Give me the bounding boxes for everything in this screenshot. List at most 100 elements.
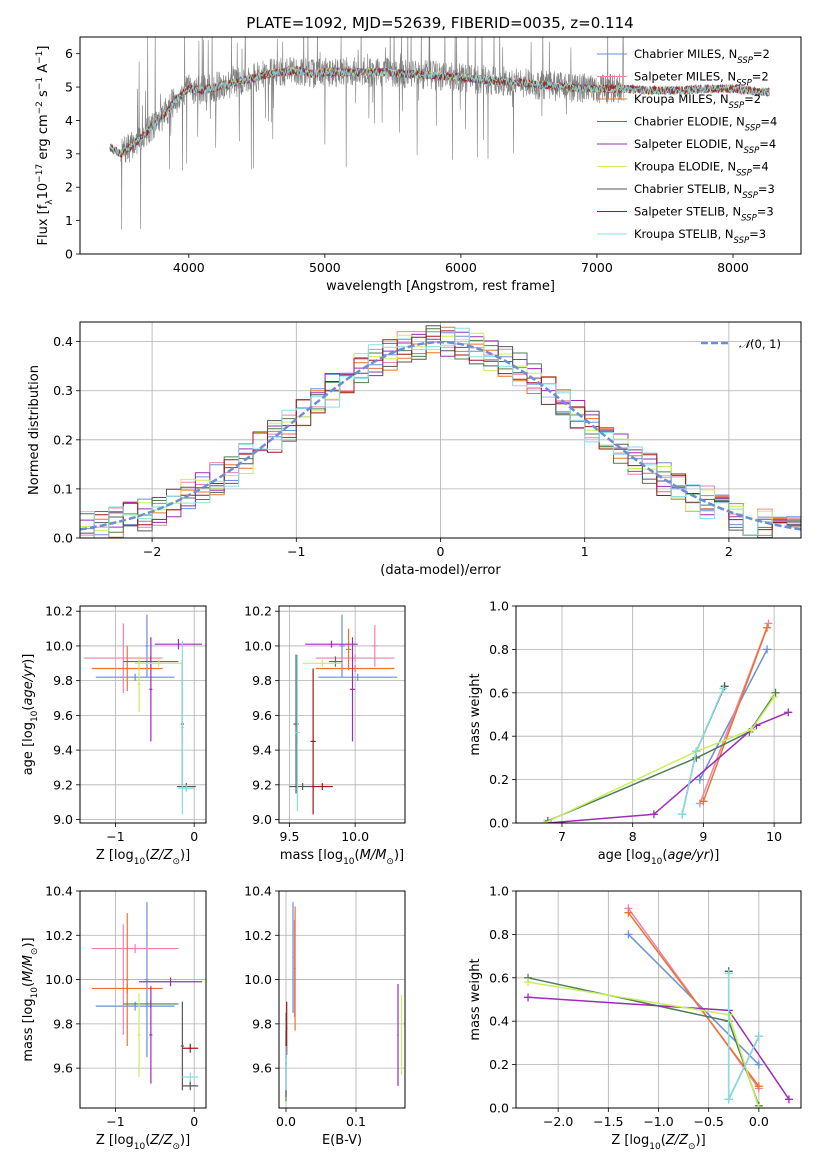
label-part: )]	[180, 848, 190, 863]
label-part: 10	[30, 987, 40, 999]
x-axis-label: Z [log10(Z/Z⊙)]	[96, 1133, 190, 1152]
y-tick-label: 0.0	[489, 1101, 509, 1116]
label-part: mass [log	[280, 848, 343, 863]
weight-point-marker	[747, 725, 756, 734]
y-tick-label: 10.0	[45, 638, 73, 653]
panel-residuals: −2 −1 0 1 2 0.0 0.1 0.2 0.3 0.4 (data-model)/error…	[27, 321, 802, 578]
weight-point-marker	[524, 978, 533, 987]
legend-text: =3	[757, 205, 774, 219]
legend-text: Kroupa STELIB, N	[634, 227, 734, 241]
label-part: (	[661, 1133, 666, 1148]
x-axis-label: age [log10(age/yr)]	[598, 848, 720, 867]
weight-point-marker	[699, 797, 708, 806]
y-tick-label: 0.6	[489, 685, 509, 700]
weight-point-marker	[754, 1104, 763, 1108]
y-tick-label: 10.0	[244, 638, 272, 653]
axes-frame	[79, 605, 207, 824]
legend-entry: Chabrier STELIB, NSSP=3	[634, 182, 775, 201]
label-part: ⊙	[386, 857, 394, 867]
histogram-step	[80, 327, 801, 538]
x-tick-label: 1	[581, 544, 589, 559]
y-tick-label: 10.2	[244, 604, 272, 619]
y-tick-label: 9.6	[252, 708, 272, 723]
panel-mass-vs-EBV: 0.0 0.1 9.6 9.8 10.0 10.2 10.4 E(B-V)	[244, 884, 406, 1148]
label-part: ⊙	[172, 1142, 180, 1152]
label-part: age/yr	[667, 848, 710, 863]
weight-point-marker	[763, 645, 772, 654]
plot-area	[540, 619, 793, 823]
y-tick-label: 9.6	[53, 708, 73, 723]
weight-point-marker	[784, 1095, 793, 1104]
label-part: (	[21, 982, 36, 987]
label-part: Z [log	[611, 1133, 649, 1148]
y-tick-label: 0.4	[53, 334, 73, 349]
gaussian-curve	[80, 340, 801, 531]
label-part: mass weight	[468, 673, 483, 755]
weight-point-marker	[543, 819, 552, 823]
y-tick-label: 1	[65, 213, 73, 228]
label-part: 10	[651, 857, 663, 867]
y-tick-label: 9.8	[252, 673, 272, 688]
y-tick-label: 0.2	[53, 432, 73, 447]
legend-entry: Kroupa STELIB, NSSP=3	[634, 227, 766, 246]
legend-entry: Kroupa MILES, NSSP=2	[634, 92, 761, 111]
label-part: )]	[180, 1133, 190, 1148]
panel-weight-vs-Z: −2.0 −1.5 −1.0 −0.5 0.0 0.0 0.2 0.4 0.6 0.8 1.0 Z […	[468, 884, 802, 1152]
y-tick-label: 9.4	[53, 743, 73, 758]
legend-sub: SSP	[737, 56, 753, 66]
label-part: mass weight	[468, 958, 483, 1040]
x-tick-label: 0	[190, 829, 198, 844]
y-tick-label: 0.3	[53, 383, 73, 398]
label-part: −17	[35, 164, 45, 183]
legend-entry: Chabrier MILES, NSSP=2	[634, 47, 770, 66]
x-tick-label: 7	[558, 829, 566, 844]
label-part: Z [log	[96, 1133, 134, 1148]
plot-area	[91, 902, 203, 1091]
legend-entry: Salpeter ELODIE, NSSP=4	[634, 137, 776, 156]
label-part: M/M	[360, 848, 387, 863]
axes-frame	[79, 36, 802, 255]
y-tick-label: 9.2	[252, 777, 272, 792]
label-part: Z/Z	[149, 1133, 173, 1148]
legend-sub: SSP	[734, 236, 750, 246]
label-part: wavelength [Angstrom, rest frame]	[326, 279, 555, 294]
x-tick-label: −1	[106, 829, 124, 844]
y-axis-label: Flux [fλ10−17 erg cm−2 s−1 A−1]	[35, 46, 55, 246]
y-tick-label: 3	[65, 146, 73, 161]
y-tick-label: 9.6	[53, 1061, 73, 1076]
legend-entry: Kroupa ELODIE, NSSP=4	[634, 160, 769, 179]
label-part: (	[21, 706, 36, 711]
label-part: ⊙	[30, 948, 40, 956]
x-tick-label: −1.5	[593, 1114, 623, 1129]
y-tick-label: 9.8	[53, 673, 73, 688]
label-part: M/M	[21, 955, 36, 982]
label-part: 10	[649, 1142, 661, 1152]
label-part: −1	[35, 51, 45, 64]
plot-area	[285, 902, 403, 1102]
x-tick-label: 9.5	[280, 829, 300, 844]
figure-title: PLATE=1092, MJD=52639, FIBERID=0035, z=0…	[246, 14, 633, 32]
x-tick-label: −2	[143, 544, 161, 559]
y-tick-label: 2	[65, 180, 73, 195]
legend-sub: SSP	[744, 146, 760, 156]
plot-area	[109, 37, 770, 230]
label-part: (	[145, 848, 150, 863]
x-tick-label: 6000	[445, 260, 477, 275]
plot-area	[524, 904, 793, 1108]
y-tick-label: 9.0	[252, 812, 272, 827]
axes-frame	[515, 605, 802, 824]
label-part: (	[355, 848, 360, 863]
x-tick-label: 10.0	[341, 829, 369, 844]
y-tick-label: 10.0	[45, 972, 73, 987]
label-part: 10	[134, 857, 146, 867]
label-part: erg cm	[36, 114, 51, 163]
legend-sub: SSP	[741, 214, 757, 224]
x-tick-label: −1	[287, 544, 305, 559]
y-tick-label: 1.0	[489, 599, 509, 614]
legend-entry: Salpeter STELIB, NSSP=3	[634, 205, 774, 224]
legend-text: =2	[752, 70, 769, 84]
weight-point-marker	[754, 1032, 763, 1041]
histogram-step	[80, 325, 801, 538]
